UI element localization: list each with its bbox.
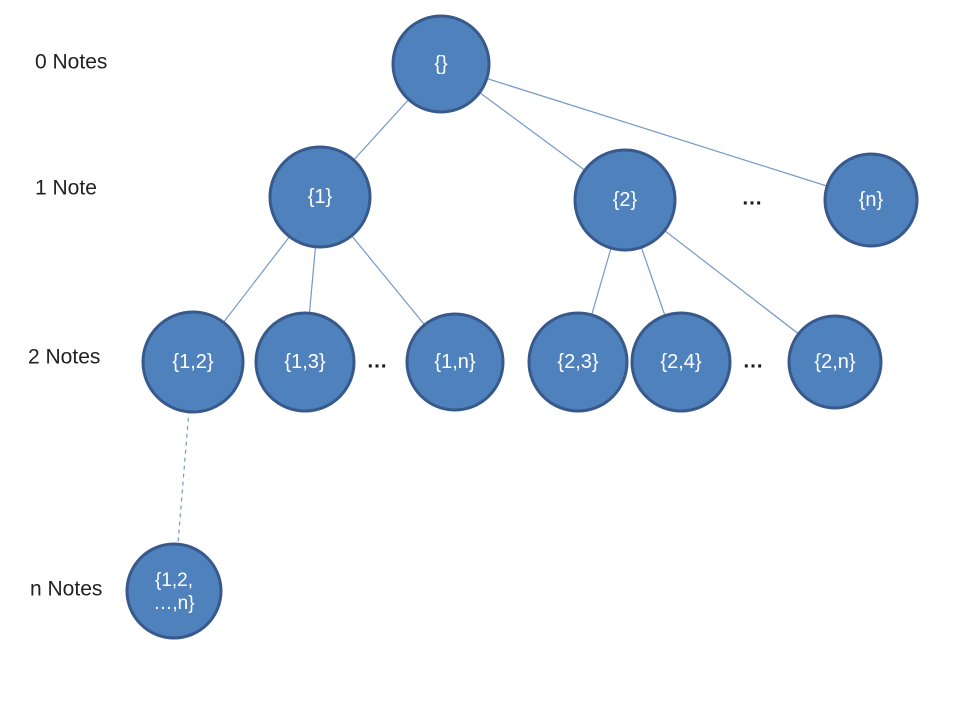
- node-circle-root: [391, 14, 491, 114]
- tree-node-nn: {n}: [823, 152, 919, 248]
- row-label-0-notes: 0 Notes: [35, 51, 107, 74]
- tree-node-n23: {2,3}: [527, 311, 629, 413]
- node-circle-n1: [268, 145, 372, 249]
- node-label-n2n: {2,n}: [814, 351, 855, 373]
- node-label-n1n: {1,n}: [434, 351, 475, 373]
- node-circle-n24: [630, 311, 732, 413]
- tree-edge-root-nn: [440, 63, 872, 201]
- node-circle-n2n: [787, 314, 883, 410]
- node-circle-n1n: [405, 312, 505, 412]
- node-circle-n12n: [125, 542, 223, 640]
- tree-node-n2n: {2,n}: [787, 314, 883, 410]
- ellipsis-mark-1: …: [742, 187, 763, 210]
- node-label-n1: {1}: [308, 186, 333, 208]
- node-label-n13: {1,3}: [284, 351, 325, 373]
- tree-node-n2: {2}: [573, 148, 677, 252]
- tree-node-n12n: {1,2, …,n}: [125, 542, 223, 640]
- node-label-root: {}: [434, 53, 448, 75]
- ellipsis-mark-3: …: [743, 350, 764, 373]
- tree-node-n1: {1}: [268, 145, 372, 249]
- tree-node-n13: {1,3}: [254, 311, 356, 413]
- tree-node-n12: {1,2}: [141, 310, 245, 414]
- node-label-n12: {1,2}: [172, 351, 213, 373]
- row-label-2-notes: 2 Notes: [28, 346, 100, 369]
- node-label-n2: {2}: [613, 189, 638, 211]
- node-label-n24: {2,4}: [660, 351, 701, 373]
- row-label-n-notes: n Notes: [30, 578, 102, 601]
- tree-edge-n12-n12n: [173, 361, 194, 592]
- node-circle-n2: [573, 148, 677, 252]
- node-circle-n23: [527, 311, 629, 413]
- node-circle-n12: [141, 310, 245, 414]
- node-circle-n13: [254, 311, 356, 413]
- node-label-nn: {n}: [859, 189, 884, 211]
- node-circle-nn: [823, 152, 919, 248]
- ellipsis-mark-2: …: [367, 350, 388, 373]
- node-label-n23: {2,3}: [557, 351, 598, 373]
- tree-node-n24: {2,4}: [630, 311, 732, 413]
- node-label-n12n: {1,2, …,n}: [153, 570, 194, 614]
- tree-node-n1n: {1,n}: [405, 312, 505, 412]
- row-label-1-note: 1 Note: [35, 177, 97, 200]
- tree-node-root: {}: [391, 14, 491, 114]
